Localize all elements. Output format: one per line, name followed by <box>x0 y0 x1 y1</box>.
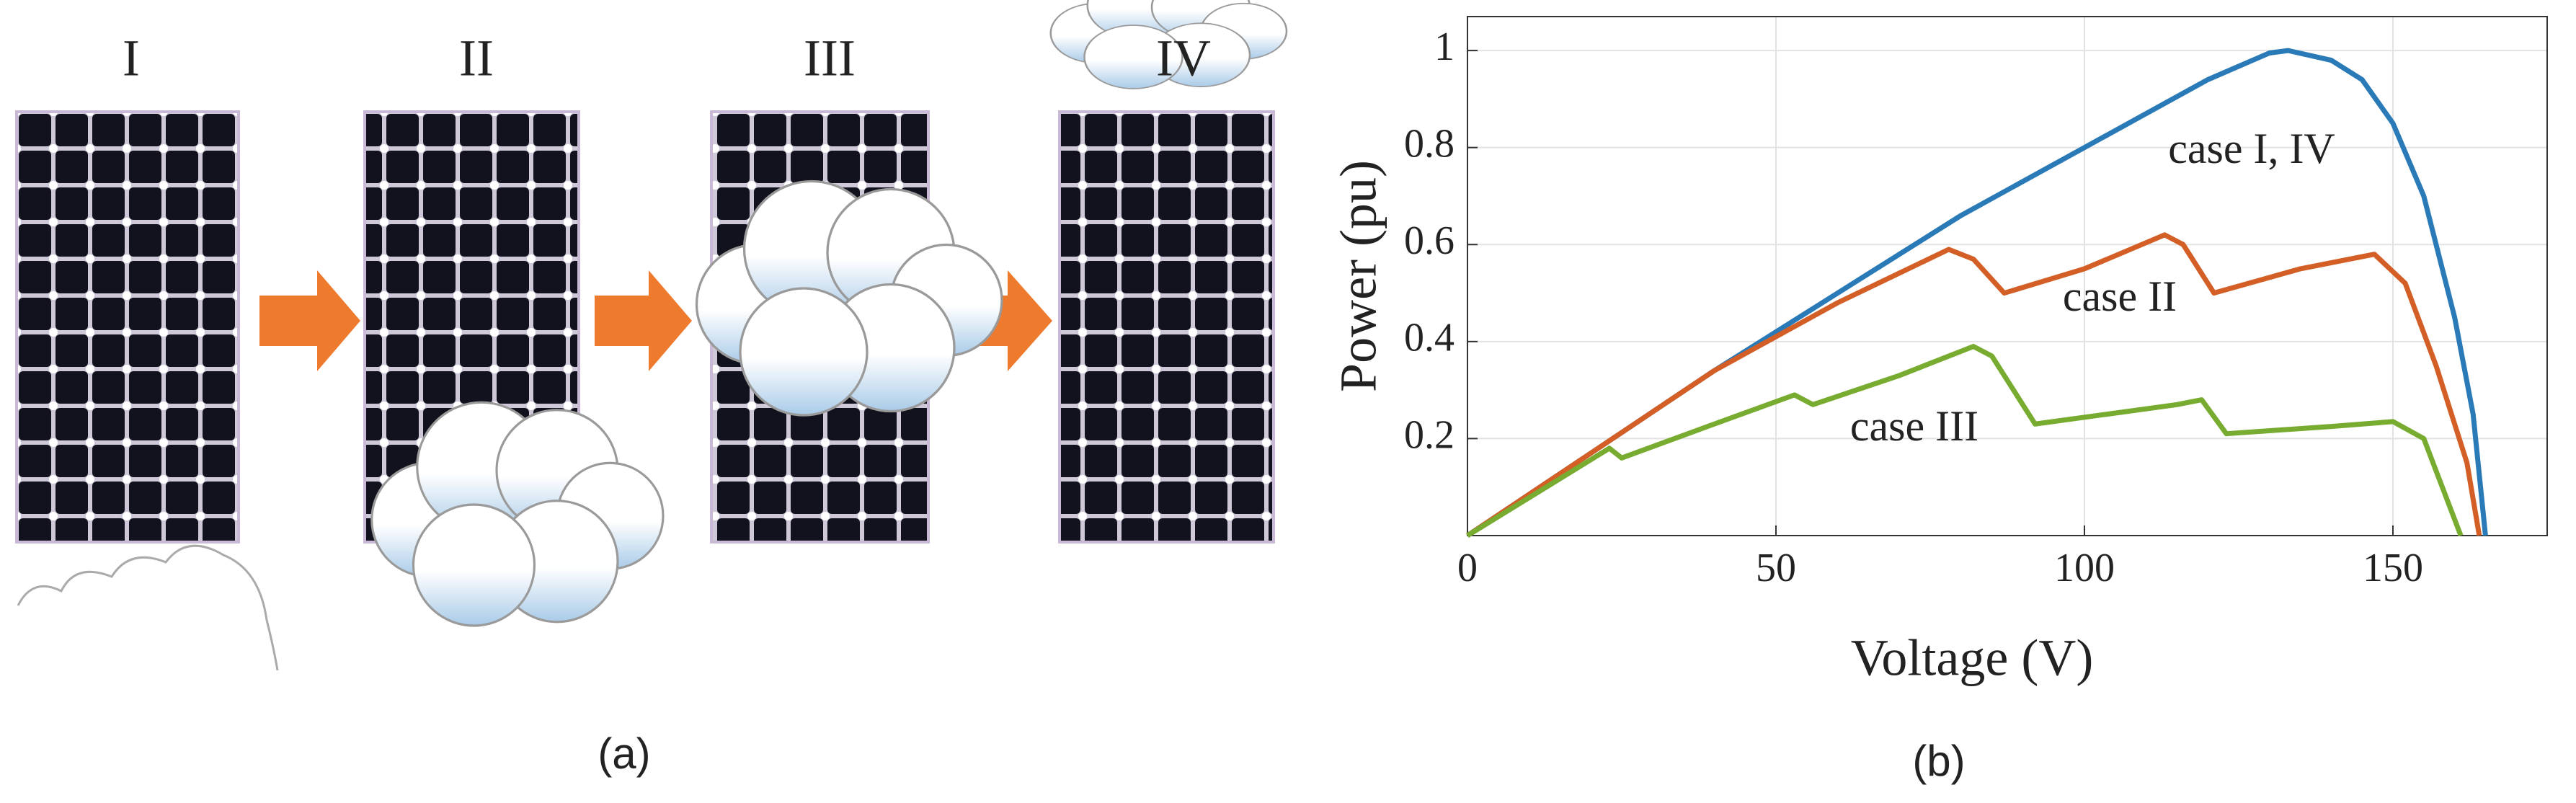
x-tick-label: 100 <box>2054 546 2115 590</box>
y-tick-label: 0.4 <box>1404 316 1454 360</box>
curve-label: case II <box>2063 272 2177 320</box>
y-tick-label: 0.8 <box>1404 122 1454 167</box>
solar-panel <box>1058 110 1275 544</box>
panel-label: II <box>459 30 494 87</box>
x-tick-label: 150 <box>2363 546 2423 590</box>
x-axis-label: Voltage (V) <box>1851 629 2094 687</box>
panel-label: III <box>804 30 856 87</box>
y-axis-label: Power (pu) <box>1330 160 1387 392</box>
line <box>1466 48 2488 538</box>
y-tick-label: 0.2 <box>1404 412 1454 457</box>
line <box>1466 344 2464 538</box>
panel-label: I <box>123 30 140 87</box>
panel-a: I II III IV (a) <box>15 0 1288 778</box>
solar-panel <box>15 110 240 544</box>
x-tick-label: 50 <box>1756 546 1796 590</box>
caption: (b) <box>1912 737 1965 785</box>
panel-label: IV <box>1156 30 1211 87</box>
cloud-outline <box>17 544 279 671</box>
y-tick-label: 0.6 <box>1404 218 1454 263</box>
caption: (a) <box>598 729 650 778</box>
x-tick-label: 0 <box>1457 546 1478 590</box>
curve-label: case III <box>1850 402 1978 450</box>
plot-border <box>1467 16 2548 536</box>
y-tick-label: 1 <box>1434 25 1454 69</box>
line <box>1466 232 2482 538</box>
curve-label: case I, IV <box>2168 125 2335 172</box>
